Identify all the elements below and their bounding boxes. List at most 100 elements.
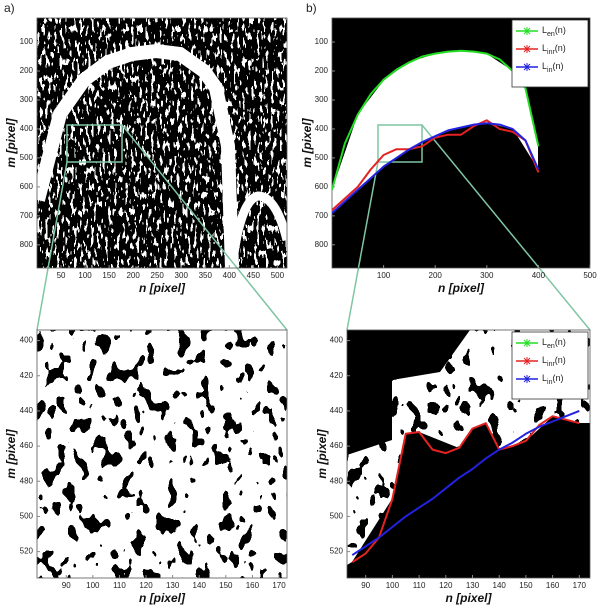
y-tick-label: 600	[315, 182, 329, 191]
x-tick-label: 500	[271, 271, 285, 280]
legend-text-part: in	[547, 67, 553, 74]
y-tick-label: 420	[330, 371, 344, 380]
legend-text-part: (n)	[555, 355, 566, 365]
x-tick-label: 110	[113, 581, 126, 590]
plot-frame	[346, 329, 591, 579]
y-tick-label: 420	[20, 371, 34, 380]
legend-marker	[523, 375, 531, 383]
y-tick-label: 800	[315, 240, 329, 249]
x-tick-label: 150	[102, 271, 116, 280]
legend-text-part: (n)	[552, 373, 563, 383]
series-line	[332, 49, 540, 191]
legend-text-part: L	[542, 337, 547, 347]
y-tick-label: 600	[20, 182, 34, 191]
y-tick-label: 460	[330, 441, 344, 450]
legend-label: Lin(n)	[542, 373, 563, 385]
image-c	[37, 330, 287, 578]
series-line	[332, 119, 540, 211]
x-tick-label: 140	[193, 581, 207, 590]
x-tick-label: 90	[361, 581, 370, 590]
legend-text-part: inr	[547, 49, 555, 56]
x-tick-label: 110	[413, 581, 426, 590]
x-tick-label: 500	[583, 271, 597, 280]
x-tick-label: 100	[78, 271, 92, 280]
x-tick-label: 250	[151, 271, 165, 280]
legend-label: Lin(n)	[542, 61, 563, 73]
series-group	[351, 409, 580, 564]
legend-marker	[523, 63, 531, 71]
legend-text-part: L	[542, 25, 547, 35]
y-tick-label: 440	[20, 406, 34, 415]
y-tick-label: 400	[330, 336, 344, 345]
y-tick-label: 440	[330, 406, 344, 415]
image-a	[37, 18, 287, 268]
legend-text-part: (n)	[555, 25, 566, 35]
panel: a) 50 100 150 200 250 300 350 400 450 500 100 200 300…	[4, 1, 288, 295]
legend-box	[511, 19, 589, 88]
y-tick-label: 480	[330, 476, 344, 485]
y-tick-label: 500	[330, 512, 344, 521]
y-tick-label: 460	[20, 441, 34, 450]
x-axis-label: n [pixel]	[139, 591, 186, 605]
x-tick-label: 160	[246, 581, 260, 590]
x-tick-label: 100	[86, 581, 100, 590]
legend-label: Linr(n)	[542, 355, 566, 367]
legend-text-part: L	[542, 373, 547, 383]
legend-marker	[523, 339, 531, 347]
y-tick-label: 100	[315, 37, 329, 46]
x-tick-label: 100	[377, 271, 391, 280]
x-tick-label: 400	[223, 271, 237, 280]
legend-text-part: inr	[547, 361, 555, 368]
panel: 90 100 110 120 130 140 150 160 170 400 420 440 460 48…	[315, 329, 591, 605]
series-line	[351, 415, 580, 564]
series-line	[351, 409, 580, 556]
x-tick-label: 200	[126, 271, 140, 280]
legend-text-part: en	[547, 31, 555, 38]
y-tick-label: 520	[330, 547, 344, 556]
x-tick-label: 300	[175, 271, 189, 280]
x-tick-label: 170	[272, 581, 286, 590]
x-tick-label: 450	[247, 271, 261, 280]
x-axis-label: n [pixel]	[438, 281, 485, 295]
y-tick-label: 400	[315, 124, 329, 133]
x-tick-label: 120	[439, 581, 453, 590]
legend-text-part: (n)	[555, 337, 566, 347]
series-line	[332, 122, 540, 214]
panel: 90 100 110 120 130 140 150 160 170 400 420 440 460 48…	[4, 329, 288, 605]
x-tick-label: 130	[166, 581, 180, 590]
legend-text-part: L	[542, 355, 547, 365]
y-tick-label: 700	[20, 211, 34, 220]
y-tick-label: 400	[20, 124, 34, 133]
x-tick-label: 150	[219, 581, 233, 590]
x-tick-label: 50	[57, 271, 66, 280]
x-tick-label: 350	[199, 271, 213, 280]
legend-text-part: en	[547, 343, 555, 350]
y-tick-label: 300	[20, 95, 34, 104]
y-tick-label: 700	[315, 211, 329, 220]
x-tick-label: 120	[139, 581, 153, 590]
y-axis-label: m [pixel]	[300, 117, 314, 167]
legend-text-part: L	[542, 61, 547, 71]
y-tick-label: 200	[20, 66, 34, 75]
legend-label: Linr(n)	[542, 43, 566, 55]
legend-text-part: (n)	[552, 61, 563, 71]
panel-label: b)	[306, 1, 317, 15]
y-tick-label: 520	[20, 547, 34, 556]
zoom-indicator	[36, 124, 591, 331]
panel-label: a)	[4, 1, 15, 15]
legend-marker	[523, 27, 531, 35]
y-tick-label: 300	[315, 95, 329, 104]
x-tick-label: 130	[466, 581, 480, 590]
legend: Len(n)Linr(n)Lin(n)	[511, 19, 589, 88]
x-tick-label: 300	[480, 271, 494, 280]
series-group	[332, 49, 540, 214]
y-tick-label: 100	[20, 37, 34, 46]
panel: b) 100 200 300 400 500 100 200 300 400 500 600 700 80…	[300, 1, 597, 295]
x-tick-label: 170	[573, 581, 587, 590]
x-tick-label: 150	[519, 581, 533, 590]
legend: Len(n)Linr(n)Lin(n)	[511, 331, 589, 400]
plot-frame	[36, 17, 288, 269]
image-b	[332, 18, 590, 268]
